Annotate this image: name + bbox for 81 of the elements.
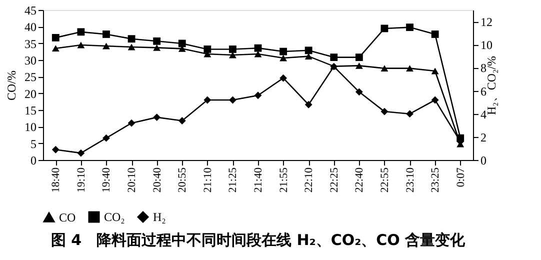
x-tick-label: 21:10 bbox=[202, 167, 214, 193]
point bbox=[52, 34, 60, 42]
point bbox=[355, 62, 363, 69]
point bbox=[153, 114, 161, 122]
x-tick-label: 21:55 bbox=[278, 167, 290, 193]
legend-label: CO₂ bbox=[104, 210, 125, 224]
x-tick-label: 20:55 bbox=[176, 167, 189, 193]
y2-tick-label: 6 bbox=[480, 84, 486, 98]
point bbox=[280, 74, 287, 82]
point bbox=[330, 54, 338, 62]
point bbox=[102, 134, 110, 142]
y2-tick-label: 2 bbox=[480, 130, 486, 144]
point bbox=[304, 100, 312, 108]
x-tick-label: 0:07 bbox=[454, 167, 467, 188]
point bbox=[254, 50, 262, 58]
x-tick-label: 22:40 bbox=[354, 167, 366, 193]
y-tick-label: 15 bbox=[24, 104, 36, 118]
point bbox=[406, 65, 414, 72]
point bbox=[380, 65, 388, 72]
x-tick-label: 20:10 bbox=[126, 167, 138, 193]
x-tick-label: 19:10 bbox=[75, 167, 88, 193]
y-tick-label: 5 bbox=[30, 136, 36, 151]
x-tick-label: 18:40 bbox=[50, 167, 62, 193]
point bbox=[406, 110, 414, 118]
point bbox=[178, 40, 186, 48]
point bbox=[406, 24, 414, 32]
point bbox=[153, 37, 161, 45]
point bbox=[178, 117, 186, 124]
legend-label: CO bbox=[59, 210, 76, 224]
y-tick-label: 0 bbox=[30, 154, 36, 168]
y2-tick-label: 4 bbox=[480, 107, 486, 122]
y-tick-label: 25 bbox=[24, 70, 36, 84]
point bbox=[229, 46, 236, 53]
point bbox=[52, 45, 60, 52]
point bbox=[355, 88, 363, 96]
point bbox=[431, 30, 439, 38]
point bbox=[304, 46, 312, 54]
y-tick-label: 35 bbox=[24, 36, 36, 51]
x-tick-label: 22:55 bbox=[378, 167, 391, 193]
point bbox=[229, 96, 236, 104]
point bbox=[304, 53, 312, 60]
y2-tick-label: 12 bbox=[480, 15, 492, 30]
point bbox=[355, 54, 363, 62]
y-tick-label: 20 bbox=[24, 86, 36, 101]
point bbox=[77, 28, 85, 36]
y-tick-label: 45 bbox=[24, 4, 36, 18]
point bbox=[153, 44, 161, 51]
point bbox=[254, 92, 262, 100]
x-tick-label: 23:10 bbox=[404, 167, 416, 193]
point bbox=[431, 68, 439, 74]
point bbox=[128, 119, 136, 127]
x-tick-label: 21:25 bbox=[227, 167, 240, 193]
point bbox=[77, 42, 85, 48]
point bbox=[380, 108, 388, 116]
x-tick-label: 19:40 bbox=[100, 167, 113, 193]
x-tick-label: 21:40 bbox=[252, 167, 264, 193]
y2-tick-label: 8 bbox=[480, 61, 486, 76]
x-tick-label: 20:40 bbox=[151, 167, 164, 193]
point bbox=[52, 146, 60, 154]
legend-label: H₂ bbox=[153, 210, 166, 224]
point bbox=[128, 44, 136, 50]
y-tick-label: 40 bbox=[24, 20, 36, 34]
y2-tick-label: 10 bbox=[480, 38, 492, 52]
point bbox=[431, 96, 439, 104]
point bbox=[77, 149, 85, 157]
x-tick-label: 22:10 bbox=[303, 167, 316, 193]
point bbox=[254, 44, 262, 52]
x-tick-label: 23:25 bbox=[430, 167, 442, 193]
y-tick-label: 30 bbox=[24, 54, 36, 68]
x-tick-label: 22:25 bbox=[328, 167, 340, 193]
point bbox=[280, 54, 287, 62]
point bbox=[102, 30, 110, 38]
text: 图 4 降料面过程中不同时间段在线 H₂、CO₂、CO 含量变化 bbox=[50, 231, 466, 249]
point bbox=[204, 46, 212, 53]
point bbox=[204, 96, 212, 104]
point bbox=[102, 42, 110, 50]
y-axis-title: CO/% bbox=[4, 70, 18, 100]
y2-tick-label: 0 bbox=[480, 154, 486, 168]
y-tick-label: 10 bbox=[24, 120, 36, 134]
point bbox=[280, 48, 287, 56]
point bbox=[128, 35, 136, 43]
